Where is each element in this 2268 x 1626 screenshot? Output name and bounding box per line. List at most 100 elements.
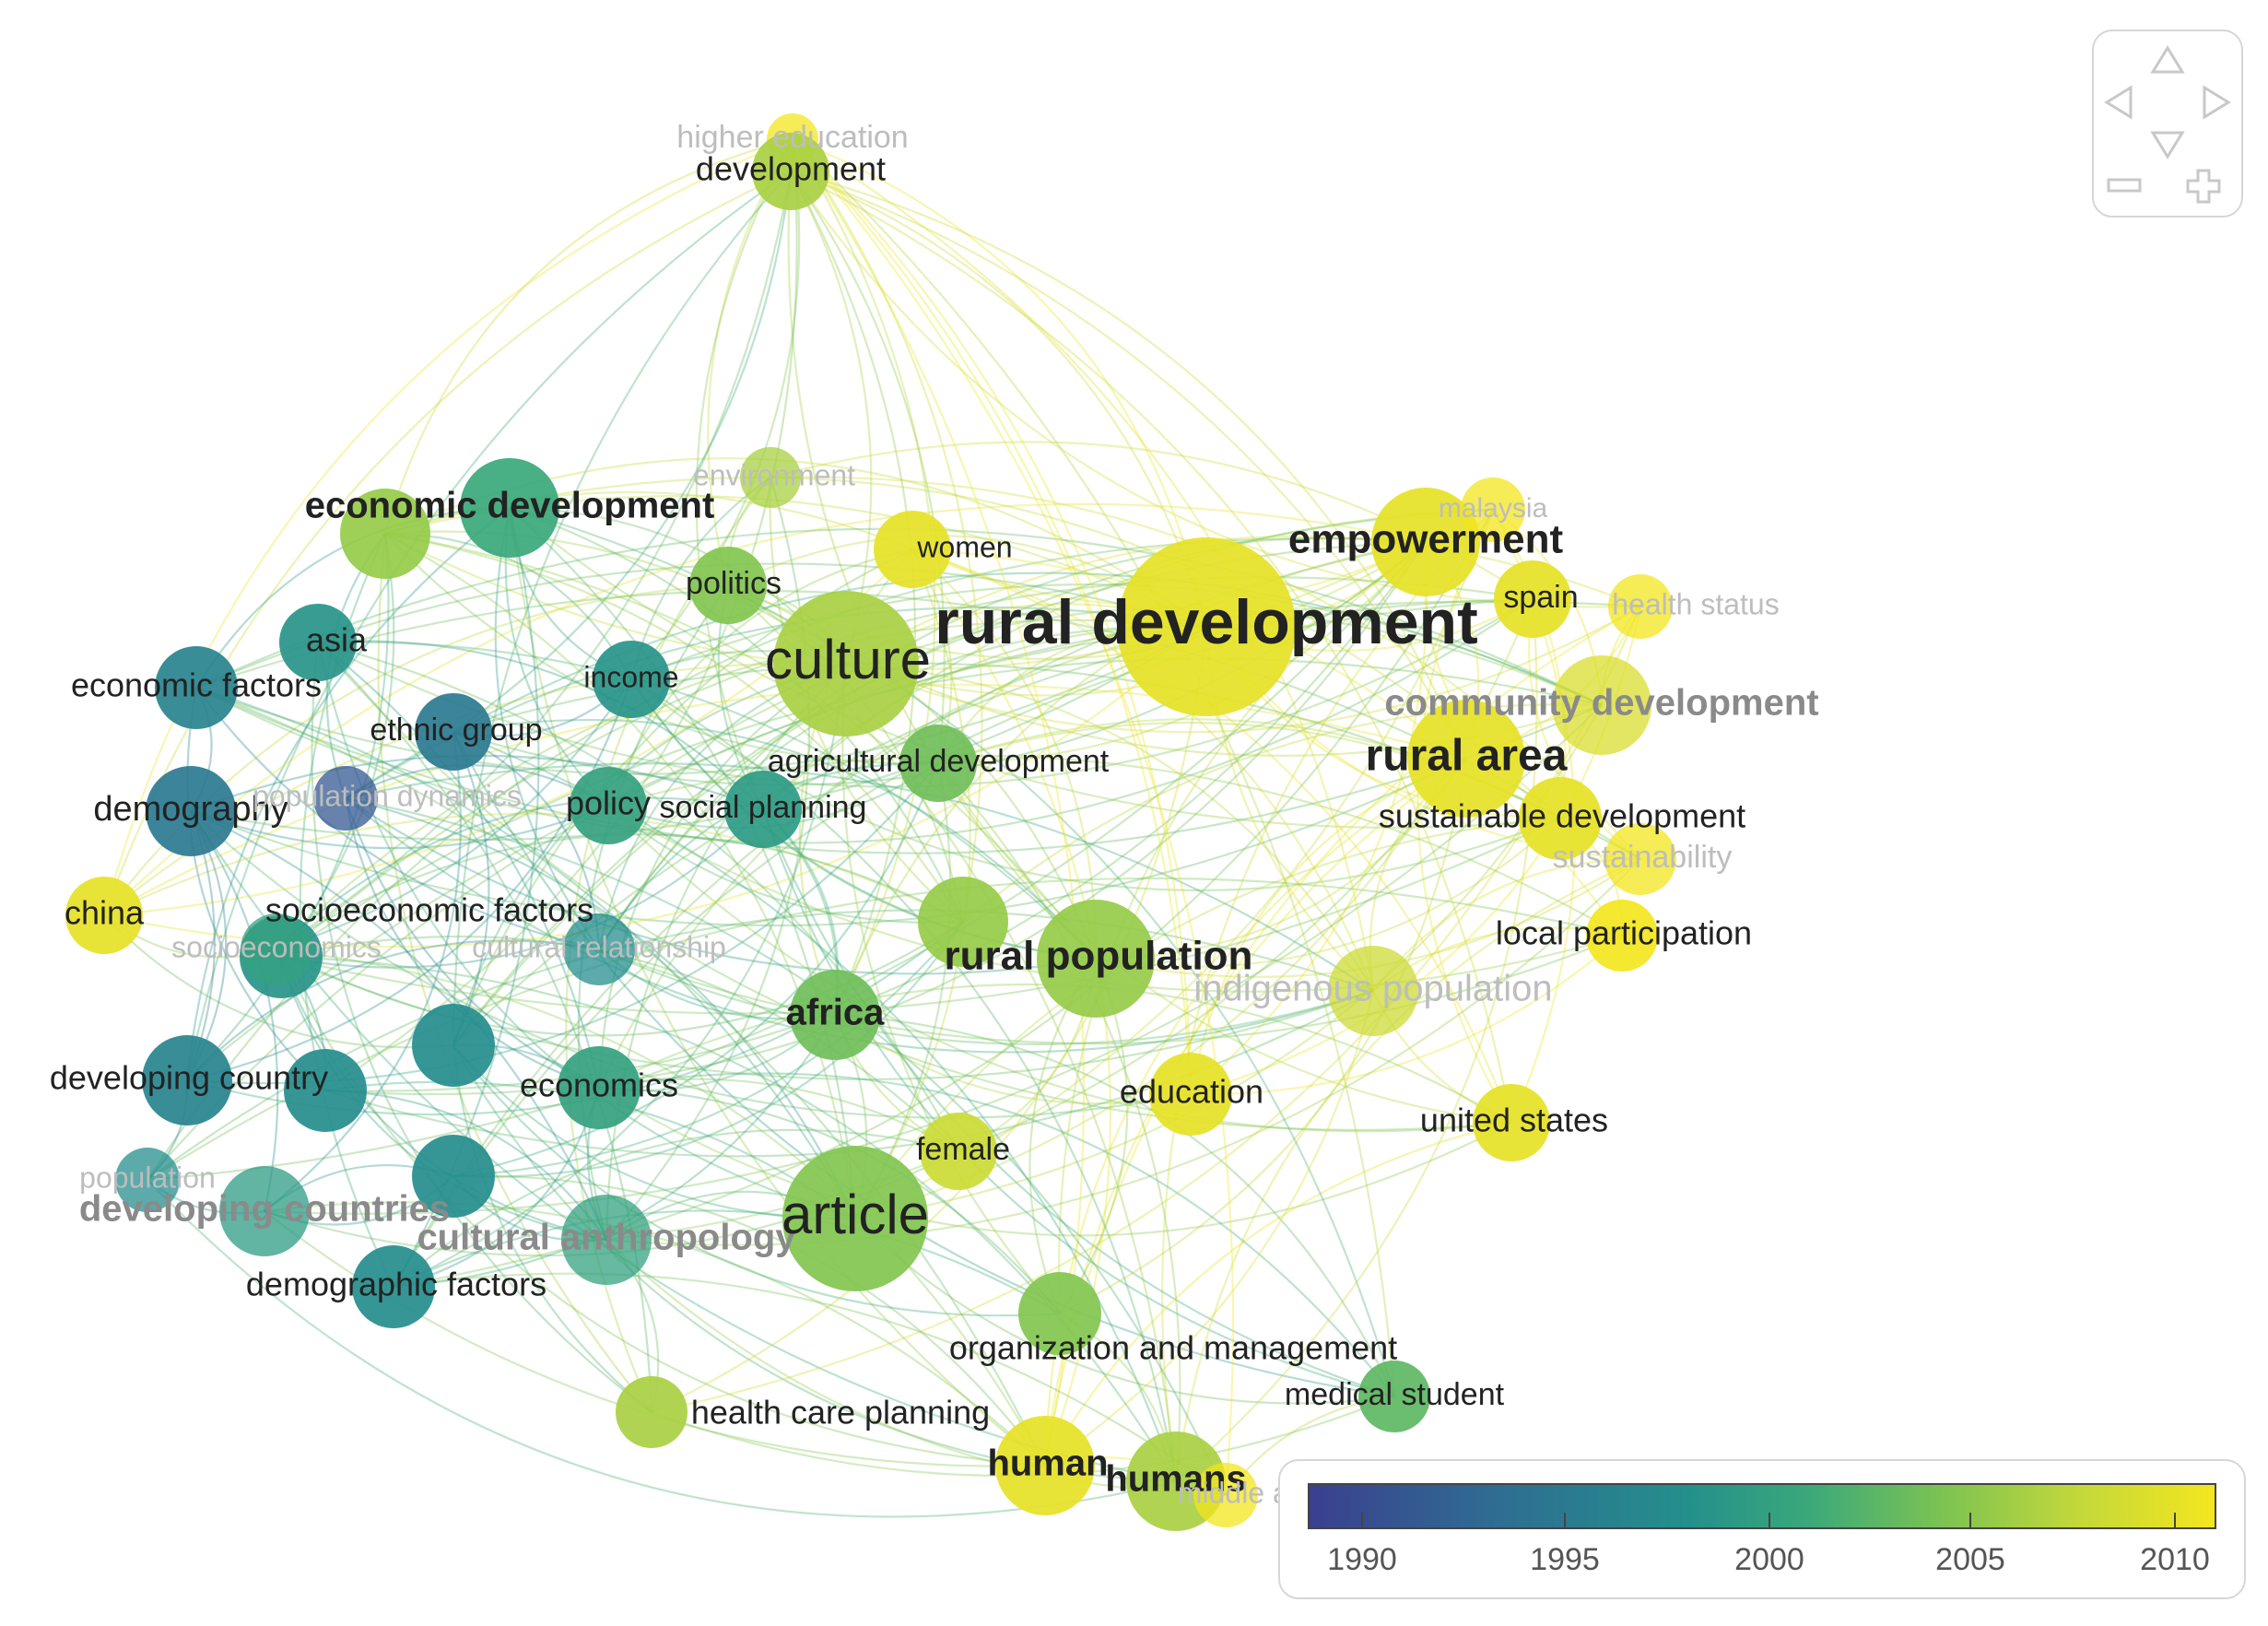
node-united-states[interactable]	[1473, 1084, 1550, 1161]
node-ethnic-group[interactable]	[415, 693, 492, 771]
label-human[interactable]: human	[987, 1443, 1108, 1484]
label-population-dynamics[interactable]: population dynamics	[253, 779, 522, 812]
node-spain[interactable]	[1494, 560, 1571, 638]
label-united-states[interactable]: united states	[1420, 1102, 1608, 1139]
label-spain[interactable]: spain	[1503, 580, 1578, 615]
minus-icon[interactable]	[2107, 178, 2142, 193]
label-agricultural-development[interactable]: agricultural development	[768, 744, 1110, 779]
label-rural-area[interactable]: rural area	[1366, 732, 1568, 781]
up-arrow-icon[interactable]	[2150, 45, 2185, 74]
left-arrow-icon[interactable]	[2104, 85, 2133, 120]
node-sustainable-development[interactable]	[1519, 777, 1602, 860]
node-malaysia[interactable]	[1461, 477, 1525, 542]
label-sustainable-development[interactable]: sustainable development	[1379, 797, 1745, 835]
node-blue-node-b[interactable]	[284, 1049, 367, 1132]
plus-icon[interactable]	[2186, 169, 2221, 204]
node-developing-countries[interactable]	[219, 1166, 310, 1256]
node-cultural-anthropology[interactable]	[561, 1195, 652, 1285]
label-demographic-factors[interactable]: demographic factors	[246, 1266, 546, 1303]
label-cultural-anthropology[interactable]: cultural anthropology	[417, 1218, 796, 1258]
label-china[interactable]: china	[65, 894, 145, 932]
label-organization-and-management[interactable]: organization and management	[949, 1329, 1397, 1367]
node-health-care-planning[interactable]	[616, 1376, 687, 1448]
node-demography[interactable]	[146, 766, 236, 856]
node-rural-area[interactable]	[1407, 700, 1525, 818]
node-developing-country[interactable]	[142, 1035, 232, 1125]
label-community-development[interactable]: community development	[1384, 683, 1818, 724]
label-local-participation[interactable]: local participation	[1496, 914, 1752, 952]
label-africa[interactable]: africa	[786, 993, 885, 1033]
node-africa[interactable]	[790, 970, 880, 1060]
label-empowerment[interactable]: empowerment	[1288, 517, 1564, 562]
node-human[interactable]	[995, 1416, 1095, 1515]
node-policy[interactable]	[570, 767, 647, 844]
node-agricultural-development[interactable]	[899, 725, 977, 802]
node-blue-node-c[interactable]	[412, 1135, 495, 1218]
node-development[interactable]	[752, 133, 829, 210]
label-article[interactable]: article	[781, 1184, 929, 1245]
node-blue-node-a[interactable]	[412, 1004, 495, 1087]
node-rural-development[interactable]	[1117, 537, 1296, 716]
node-middle-aged[interactable]	[1193, 1463, 1258, 1527]
node-population-dynamics[interactable]	[313, 766, 378, 831]
node-economic-factors[interactable]	[155, 646, 238, 729]
node-income[interactable]	[593, 641, 670, 718]
down-arrow-icon[interactable]	[2150, 131, 2185, 159]
label-policy[interactable]: policy	[566, 784, 651, 822]
node-demographic-factors[interactable]	[352, 1245, 435, 1328]
node-medical-student[interactable]	[1358, 1361, 1430, 1432]
node-health-status[interactable]	[1608, 574, 1673, 639]
label-economic-development[interactable]: economic development	[305, 486, 715, 526]
label-politics[interactable]: politics	[686, 566, 781, 601]
label-female[interactable]: female	[916, 1132, 1010, 1167]
node-rural-population[interactable]	[1037, 900, 1155, 1018]
label-rural-population[interactable]: rural population	[945, 934, 1253, 979]
label-income[interactable]: income	[583, 660, 678, 693]
label-population[interactable]: population	[79, 1161, 216, 1194]
label-sustainability[interactable]: sustainability	[1553, 840, 1733, 875]
label-socioeconomic-factors[interactable]: socioeconomic factors	[265, 891, 593, 929]
node-education[interactable]	[1149, 1053, 1232, 1136]
node-green-node[interactable]	[918, 877, 1008, 967]
label-social-planning[interactable]: social planning	[660, 790, 867, 825]
label-rural-development[interactable]: rural development	[934, 587, 1478, 657]
node-indigenous-population[interactable]	[1328, 946, 1418, 1036]
node-article[interactable]	[782, 1146, 928, 1291]
label-women[interactable]: women	[916, 530, 1012, 563]
label-economic-factors[interactable]: economic factors	[71, 666, 322, 704]
node-local-participation[interactable]	[1586, 900, 1658, 972]
label-health-care-planning[interactable]: health care planning	[691, 1394, 990, 1432]
right-arrow-icon[interactable]	[2203, 85, 2231, 120]
node-women[interactable]	[874, 511, 951, 588]
node-environment[interactable]	[740, 447, 801, 508]
label-indigenous-population[interactable]: indigenous population	[1193, 969, 1552, 1009]
node-female[interactable]	[920, 1113, 997, 1190]
node-empowerment[interactable]	[1371, 488, 1480, 596]
node-population[interactable]	[115, 1148, 180, 1212]
node-culture[interactable]	[773, 591, 919, 736]
label-higher-education[interactable]: higher education	[676, 120, 908, 155]
label-environment[interactable]: environment	[693, 458, 855, 491]
label-ethnic-group[interactable]: ethnic group	[370, 713, 542, 748]
label-health-status[interactable]: health status	[1612, 587, 1779, 620]
node-china[interactable]	[65, 877, 143, 954]
label-asia[interactable]: asia	[306, 621, 368, 659]
label-culture[interactable]: culture	[765, 629, 931, 690]
node-cultural-relationship[interactable]	[563, 913, 635, 985]
label-education[interactable]: education	[1120, 1073, 1263, 1111]
node-asia[interactable]	[279, 604, 357, 681]
label-malaysia[interactable]: malaysia	[1439, 493, 1548, 524]
label-economics[interactable]: economics	[520, 1066, 678, 1104]
node-economic-development[interactable]	[460, 458, 559, 558]
node-economic-development-b[interactable]	[340, 489, 430, 579]
node-economics[interactable]	[558, 1046, 640, 1129]
label-demography[interactable]: demography	[93, 790, 288, 829]
label-cultural-relationship[interactable]: cultural relationship	[472, 930, 726, 963]
node-community-development[interactable]	[1552, 655, 1651, 755]
node-sustainability[interactable]	[1604, 823, 1676, 895]
node-politics[interactable]	[689, 547, 767, 624]
label-medical-student[interactable]: medical student	[1285, 1377, 1505, 1412]
node-socioeconomics[interactable]	[241, 913, 312, 985]
label-development[interactable]: development	[696, 150, 886, 188]
